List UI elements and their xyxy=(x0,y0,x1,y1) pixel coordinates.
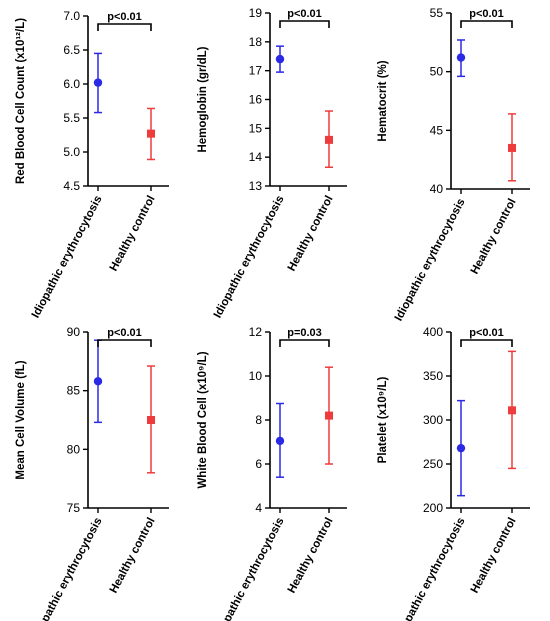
panel-rbc: 4.5 5.0 5.5 6.0 6.5 7.0 Idiopathic erythrocyto… xyxy=(15,9,169,320)
y-tick-label: 6.5 xyxy=(63,43,80,57)
p-value-label: p<0.01 xyxy=(107,327,142,339)
panel-platelet: 200 250 300 350 400 Idiopathic erythrocytosis… xyxy=(377,325,530,621)
category-label: Idiopathic erythrocytosis xyxy=(393,516,468,621)
y-axis-title: Platelet (x10⁹/L) xyxy=(377,377,389,464)
p-value-label: p<0.01 xyxy=(287,8,322,20)
y-tick-label: 250 xyxy=(423,457,443,471)
category-label: Healthy control xyxy=(286,194,336,274)
mean-point-control xyxy=(147,416,155,424)
y-axis-title: White Blood Cell (x10⁹/L) xyxy=(197,351,209,488)
y-tick-label: 17 xyxy=(249,64,263,78)
mean-point-idiopathic xyxy=(93,377,103,386)
category-label: Healthy control xyxy=(108,194,158,274)
mean-point-control xyxy=(325,411,333,420)
y-tick-label: 400 xyxy=(423,325,443,339)
y-tick-label: 6 xyxy=(255,457,262,471)
p-value-label: p<0.01 xyxy=(107,11,142,23)
y-tick-label: 12 xyxy=(249,325,263,339)
mean-point-idiopathic xyxy=(456,53,466,62)
y-axis-title: Mean Cell Volume (fL) xyxy=(15,360,27,479)
y-tick-label: 13 xyxy=(249,179,263,193)
y-tick-label: 90 xyxy=(67,325,81,339)
mean-point-idiopathic xyxy=(275,436,285,446)
y-tick-label: 350 xyxy=(423,369,443,383)
mean-point-idiopathic xyxy=(275,54,285,64)
y-tick-label: 10 xyxy=(249,369,263,383)
y-tick-label: 4.5 xyxy=(63,179,80,193)
mean-point-idiopathic xyxy=(456,443,466,453)
significance-bracket xyxy=(279,339,330,347)
panel-mcv: 75 80 85 90 Idiopathic erythrocytosis Healthy… xyxy=(15,325,169,621)
y-tick-label: 16 xyxy=(249,93,263,107)
mean-point-idiopathic xyxy=(93,78,103,87)
y-tick-label: 50 xyxy=(430,65,444,79)
significance-bracket xyxy=(97,339,152,347)
panel-hemoglobin: 13 14 15 16 17 18 19 Idiopathic erythrocytosis H… xyxy=(197,6,347,320)
category-label: Idiopathic erythrocytosis xyxy=(212,516,287,621)
y-tick-label: 18 xyxy=(249,35,263,49)
p-value-label: p<0.01 xyxy=(469,327,504,339)
y-tick-label: 200 xyxy=(423,501,443,515)
y-tick-label: 85 xyxy=(67,384,81,398)
y-tick-label: 5.5 xyxy=(63,111,80,125)
category-label: Idiopathic erythrocytosis xyxy=(30,516,105,621)
y-axis-title: Red Blood Cell Count (x10¹²/L) xyxy=(15,18,27,184)
category-label: Healthy control xyxy=(108,516,158,596)
panel-wbc: 4 6 8 10 12 Idiopathic erythrocytosis Healthy … xyxy=(197,325,347,621)
category-label: Healthy control xyxy=(286,516,336,596)
y-tick-label: 55 xyxy=(430,6,444,20)
category-label: Healthy control xyxy=(469,516,519,596)
mean-point-control xyxy=(508,143,516,152)
y-tick-label: 14 xyxy=(249,150,263,164)
significance-bracket xyxy=(460,20,513,28)
category-label: Healthy control xyxy=(469,197,519,277)
y-tick-label: 300 xyxy=(423,413,443,427)
significance-bracket xyxy=(97,23,152,31)
p-value-label: p<0.01 xyxy=(469,8,504,20)
p-value-label: p=0.03 xyxy=(287,327,322,339)
panel-hematocrit: 40 45 50 55 Idiopathic erythrocytosis Healthy… xyxy=(377,6,530,323)
significance-bracket xyxy=(279,20,330,28)
y-tick-label: 15 xyxy=(249,121,263,135)
category-label: Idiopathic erythrocytosis xyxy=(30,194,105,320)
category-label: Idiopathic erythrocytosis xyxy=(212,194,287,320)
mean-point-control xyxy=(147,129,155,138)
y-tick-label: 8 xyxy=(255,413,262,427)
y-tick-label: 19 xyxy=(249,6,263,20)
mean-point-control xyxy=(325,135,333,144)
y-tick-label: 40 xyxy=(430,182,444,196)
y-axis-title: Hematocrit (%) xyxy=(377,60,389,141)
category-label: Idiopathic erythrocytosis xyxy=(393,197,468,323)
y-tick-label: 75 xyxy=(67,501,81,515)
y-tick-label: 45 xyxy=(430,123,444,137)
y-tick-label: 6.0 xyxy=(63,77,80,91)
y-tick-label: 4 xyxy=(255,501,262,515)
y-tick-label: 80 xyxy=(67,442,81,456)
mean-point-control xyxy=(508,406,516,415)
significance-bracket xyxy=(460,339,513,347)
y-axis-title: Hemoglobin (gr/dL) xyxy=(197,46,209,152)
y-tick-label: 7.0 xyxy=(63,9,80,23)
y-tick-label: 5.0 xyxy=(63,145,80,159)
